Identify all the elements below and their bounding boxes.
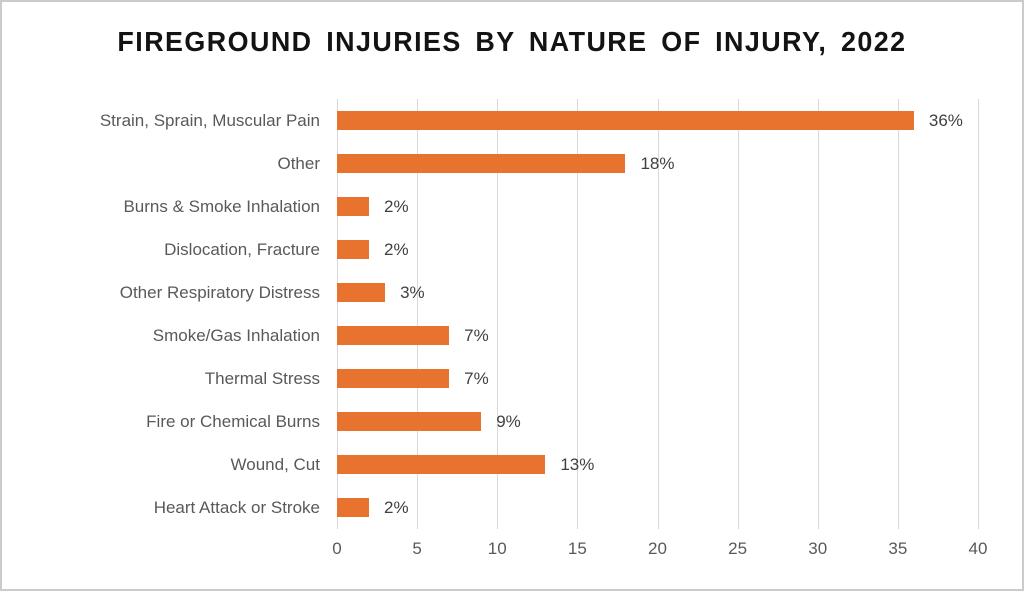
category-label: Thermal Stress [204,368,320,388]
bar-track: 18% [337,154,978,173]
category-label: Smoke/Gas Inhalation [152,325,320,345]
bar-track: 2% [337,240,978,259]
gridlines-layer [337,99,979,529]
value-label: 3% [400,282,425,302]
category-label: Other Respiratory Distress [119,282,320,302]
bar [337,283,386,302]
bar-track: 13% [337,455,978,474]
value-label: 2% [384,497,409,517]
bar [337,240,370,259]
bar-row: Burns & Smoke Inhalation 2% [2,185,1022,228]
bar-track: 3% [337,283,978,302]
bar-row: Other 18% [2,142,1022,185]
category-label: Strain, Sprain, Muscular Pain [99,110,320,130]
category-label: Fire or Chemical Burns [146,411,320,431]
bar [337,369,450,388]
bar-track: 7% [337,369,978,388]
bar-track: 9% [337,412,978,431]
bar [337,498,370,517]
bar-track: 36% [337,111,978,130]
x-tick-label: 30 [808,539,828,558]
x-tick-label: 15 [567,539,587,558]
bar-row: Dislocation, Fracture 2% [2,228,1022,271]
x-tick-label: 20 [648,539,667,558]
bar-track: 2% [337,197,978,216]
bar-row: Smoke/Gas Inhalation 7% [2,314,1022,357]
gridline [337,99,338,529]
x-tick-label: 0 [332,539,342,558]
value-label: 36% [928,110,963,130]
category-label: Burns & Smoke Inhalation [123,196,320,216]
x-tick-label: 10 [487,539,507,558]
bar-track: 7% [337,326,978,345]
gridline [978,99,979,529]
gridline [577,99,579,529]
value-label: 7% [464,368,489,388]
bar-row: Other Respiratory Distress 3% [2,271,1022,314]
x-tick-label: 5 [412,539,422,558]
value-label: 2% [384,239,409,259]
category-label: Wound, Cut [230,454,320,474]
bar-row: Wound, Cut 13% [2,443,1022,486]
plot-area: Strain, Sprain, Muscular Pain 36% Other 18%… [2,99,1022,529]
gridline [817,99,819,529]
category-label: Heart Attack or Stroke [153,497,320,517]
value-label: 2% [384,196,409,216]
bar-row: Strain, Sprain, Muscular Pain 36% [2,99,1022,142]
value-label: 13% [560,454,595,474]
category-label: Other [277,153,320,173]
x-axis: 0 5 10 15 20 25 30 35 40 [332,539,987,561]
bar [337,455,546,474]
x-tick-label: 35 [888,539,908,558]
bar-row: Fire or Chemical Burns 9% [2,400,1022,443]
gridline [897,99,899,529]
bar-rows: Strain, Sprain, Muscular Pain 36% Other 18%… [2,99,1022,529]
bar [337,197,370,216]
gridline [497,99,499,529]
chart-title: FIREGROUND INJURIES BY NATURE OF INJURY,… [117,26,907,57]
bar-row: Thermal Stress 7% [2,357,1022,400]
category-label: Dislocation, Fracture [164,239,320,259]
gridline [657,99,659,529]
x-tick-label: 25 [728,539,748,558]
bar [337,412,482,431]
gridline [417,99,419,529]
value-label: 18% [640,153,675,173]
gridline [737,99,739,529]
bar [337,326,450,345]
value-label: 9% [496,411,521,431]
value-label: 7% [464,325,489,345]
bar-track: 2% [337,498,978,517]
bar [337,111,914,130]
bar-row: Heart Attack or Stroke 2% [2,486,1022,529]
bar [337,154,626,173]
x-tick-label: 40 [968,539,988,558]
